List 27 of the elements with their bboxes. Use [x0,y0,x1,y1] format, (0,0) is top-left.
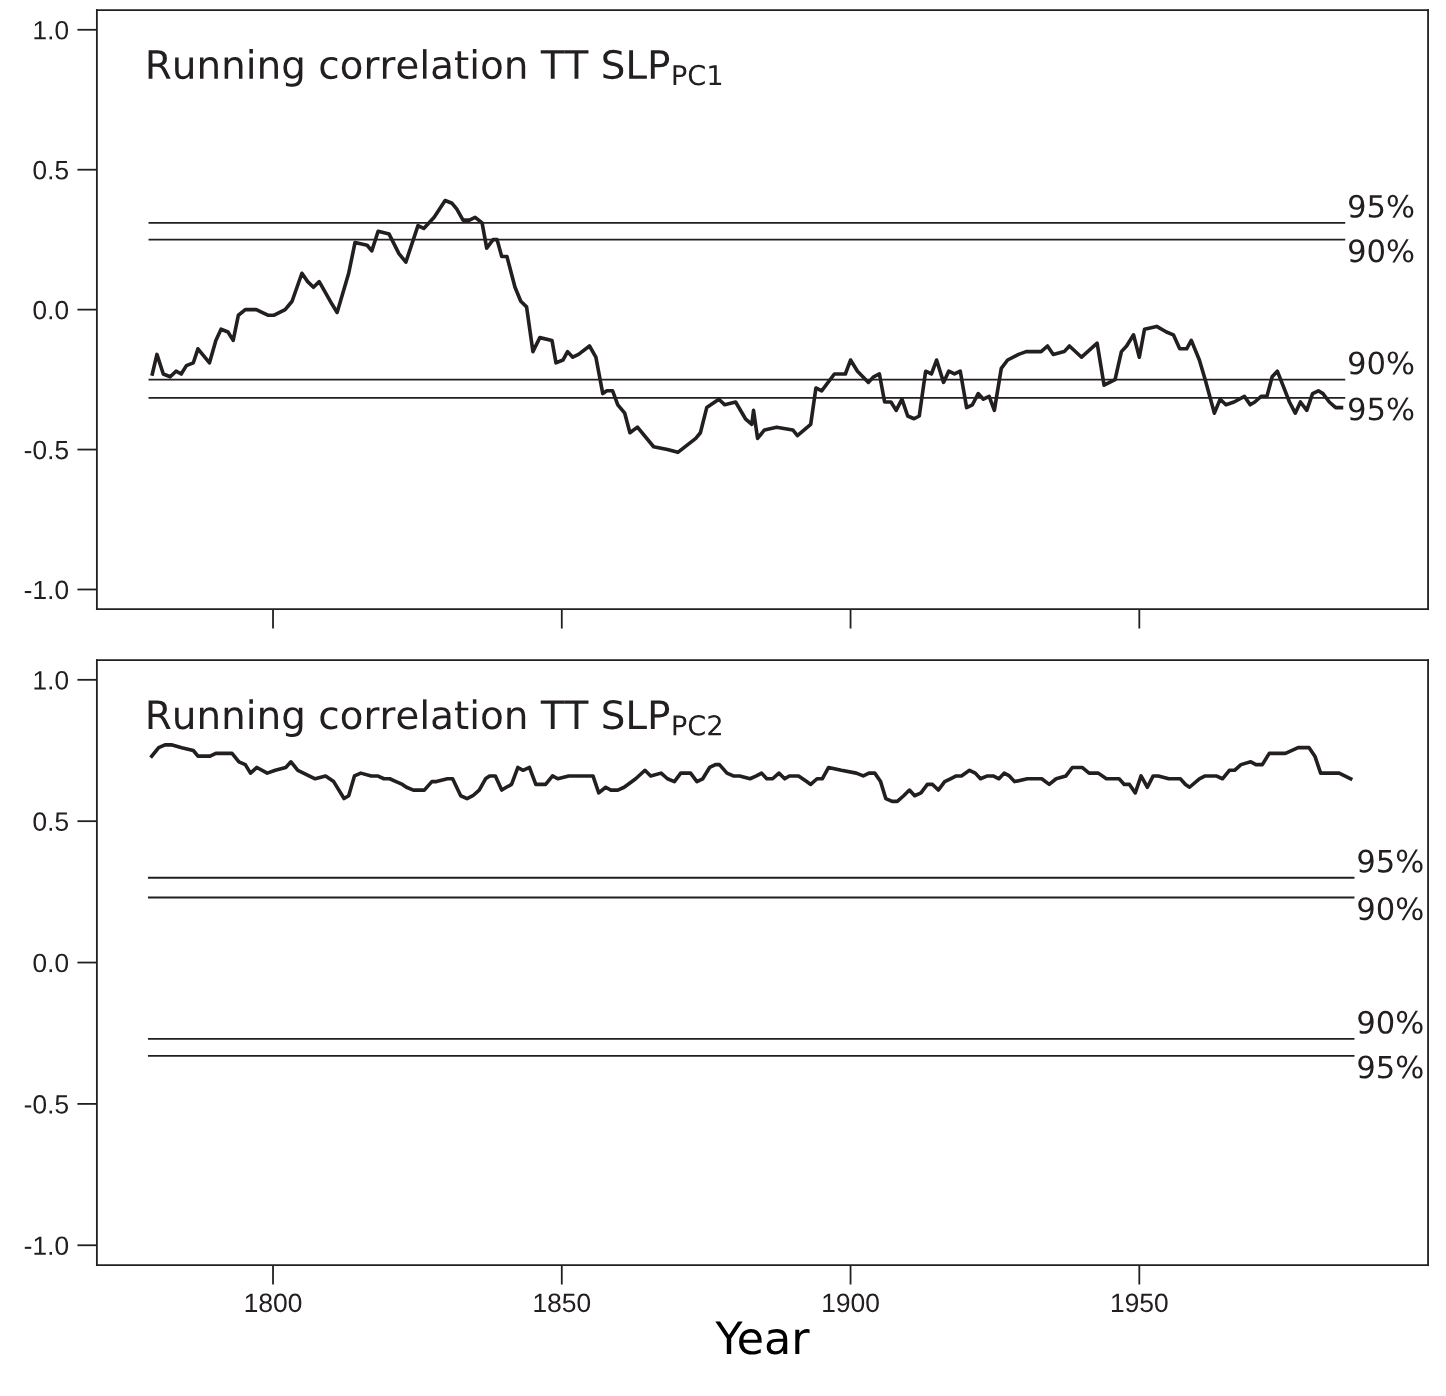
annotation: 90% [1358,1010,1423,1034]
x-tick-label: 1850 [534,1293,591,1313]
line-series [149,743,1353,804]
annotation: 95% [1349,194,1414,218]
y-tick-label: 0.5 [33,160,68,180]
x-tick-label: 1900 [823,1293,879,1313]
annotation: 95% [1358,1055,1423,1079]
y-tick-label: -1.0 [24,580,69,600]
x-axis-title: Year [715,1321,810,1355]
y-tick-label: 0.0 [33,300,69,320]
annotation: 95% [1349,397,1414,421]
line-series [150,198,1344,455]
y-tick-label: -0.5 [24,440,68,460]
y-tick-label: 1.0 [34,670,69,690]
y-tick-label: 0.5 [33,812,68,831]
annotation: 90% [1349,239,1414,263]
x-tick-label: 1950 [1111,1293,1168,1313]
annotation: 90% [1358,897,1423,921]
y-tick-label: -1.0 [24,1236,69,1256]
y-tick-label: -0.5 [24,1095,68,1114]
annotation: 90% [1349,351,1414,375]
annotation: 95% [1358,849,1423,873]
y-tick-label: 0.0 [33,953,69,973]
text: Running correlation TT SLP$_{PC2}$ [148,699,721,737]
x-tick-label: 1800 [245,1293,302,1313]
text: Running correlation TT SLP$_{PC1}$ [148,49,722,87]
y-tick-label: 1.0 [34,20,69,40]
